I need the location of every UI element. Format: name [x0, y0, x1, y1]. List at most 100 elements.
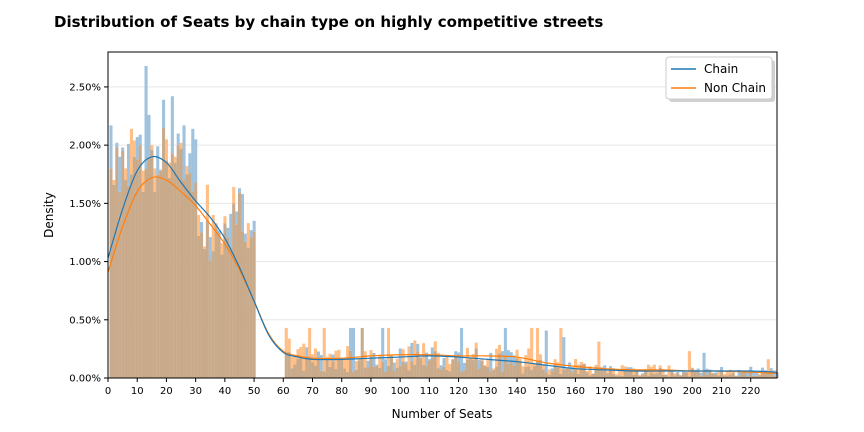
histogram-bar-overlap [460, 371, 464, 378]
histogram-bar-chain [760, 367, 765, 374]
histogram-bar-chain [752, 370, 756, 376]
histogram-bar-chain [144, 65, 148, 169]
histogram-bar-overlap [413, 364, 417, 378]
histogram-bar-overlap [641, 374, 645, 378]
histogram-bar-chain [705, 368, 709, 375]
histogram-bar-overlap [357, 360, 361, 378]
histogram-bar-overlap [515, 358, 519, 378]
histogram-bar-overlap [129, 174, 133, 378]
histogram-bar-chain [769, 368, 773, 371]
histogram-bar-non-chain [527, 348, 531, 367]
histogram-bar-overlap [530, 369, 534, 378]
histogram-bar-non-chain [448, 363, 452, 372]
histogram-bar-non-chain [541, 364, 545, 370]
histogram-bar-chain [460, 327, 464, 372]
histogram-bar-chain [138, 134, 142, 146]
histogram-bar-overlap [363, 367, 367, 378]
histogram-bar-overlap [556, 367, 560, 378]
histogram-bar-chain [410, 342, 414, 362]
histogram-bar-overlap [769, 370, 773, 378]
histogram-bar-overlap [156, 174, 160, 378]
histogram-bar-non-chain [655, 370, 659, 374]
x-tick-label: 10 [131, 386, 144, 397]
x-tick-label: 60 [277, 386, 290, 397]
histogram-bar-overlap [623, 370, 627, 378]
histogram-bar-overlap [611, 374, 616, 378]
legend: Chain Non Chain [665, 56, 775, 102]
histogram-bar-overlap [179, 148, 183, 378]
histogram-bar-non-chain [401, 349, 405, 362]
histogram-bar-non-chain [530, 327, 534, 370]
histogram-bar-overlap [305, 355, 309, 378]
x-tick-label: 180 [624, 386, 643, 397]
histogram-bar-overlap [521, 373, 525, 378]
histogram-bar-overlap [682, 372, 686, 378]
histogram-bar-non-chain [363, 351, 367, 368]
x-tick-label: 30 [189, 386, 202, 397]
histogram-bar-overlap [609, 368, 613, 378]
histogram-bar-overlap [404, 364, 408, 378]
histogram-bar-overlap [498, 353, 502, 378]
histogram-bar-non-chain [141, 170, 145, 192]
histogram-bar-chain [176, 133, 180, 146]
histogram-bar-overlap [632, 374, 636, 378]
histogram-bar-non-chain [731, 371, 735, 374]
histogram-bar-overlap [386, 365, 391, 378]
histogram-bar-non-chain [600, 366, 604, 368]
histogram-bar-non-chain [185, 166, 189, 175]
histogram-bar-overlap [170, 153, 174, 378]
histogram-bar-chain [384, 359, 388, 372]
histogram-bar-overlap [690, 368, 694, 378]
x-tick-label: 130 [478, 386, 497, 397]
histogram-bar-overlap [135, 159, 139, 378]
histogram-bar-overlap [620, 375, 624, 378]
histogram-bar-overlap [728, 374, 732, 378]
histogram-bar-overlap [159, 170, 163, 378]
histogram-bar-chain [159, 169, 163, 171]
histogram-bar-overlap [419, 358, 423, 378]
histogram-bar-non-chain [202, 246, 207, 249]
histogram-bar-overlap [366, 367, 370, 378]
histogram-bar-chain [477, 360, 481, 369]
histogram-bar-non-chain [167, 162, 171, 178]
histogram-bar-chain [439, 365, 443, 370]
histogram-bar-overlap [457, 361, 461, 378]
histogram-bar-overlap [343, 368, 347, 378]
x-tick-label: 50 [248, 386, 261, 397]
histogram-bar-overlap [243, 241, 247, 378]
histogram-bar-chain [229, 213, 233, 248]
histogram-bar-non-chain [495, 348, 499, 367]
histogram-bar-overlap [518, 360, 522, 378]
histogram-bar-non-chain [220, 242, 224, 255]
histogram-bar-chain [305, 347, 309, 356]
histogram-bar-overlap [573, 369, 578, 378]
histogram-bar-overlap [340, 359, 344, 378]
histogram-bar-non-chain [313, 348, 318, 366]
histogram-bar-non-chain [521, 366, 525, 374]
histogram-bar-overlap [670, 372, 674, 378]
histogram-bar-non-chain [246, 223, 250, 248]
histogram-bar-overlap [471, 360, 475, 378]
x-tick-label: 20 [160, 386, 173, 397]
histogram-bar-overlap [369, 356, 373, 378]
histogram-bar-overlap [308, 356, 312, 378]
histogram-bar-overlap [153, 191, 157, 378]
histogram-bar-chain [243, 233, 247, 242]
x-tick-label: 80 [335, 386, 348, 397]
legend-label-non-chain: Non Chain [704, 81, 766, 95]
histogram-bar-overlap [454, 355, 458, 378]
histogram-bar-overlap [544, 372, 548, 378]
histogram-bar-overlap [550, 371, 554, 378]
histogram-bar-overlap [760, 373, 765, 378]
histogram-bar-overlap [442, 366, 446, 378]
histogram-bar-overlap [185, 174, 189, 378]
histogram-bar-non-chain [492, 368, 496, 370]
kde-line-chain [107, 155, 778, 373]
histogram-bar-overlap [702, 371, 706, 378]
histogram-bar-non-chain [287, 338, 291, 353]
histogram-bar-non-chain [112, 180, 116, 185]
histogram-bar-non-chain [179, 142, 183, 149]
histogram-bar-chain [442, 358, 446, 367]
histogram-bar-overlap [699, 375, 703, 378]
histogram-bar-non-chain [474, 342, 478, 349]
